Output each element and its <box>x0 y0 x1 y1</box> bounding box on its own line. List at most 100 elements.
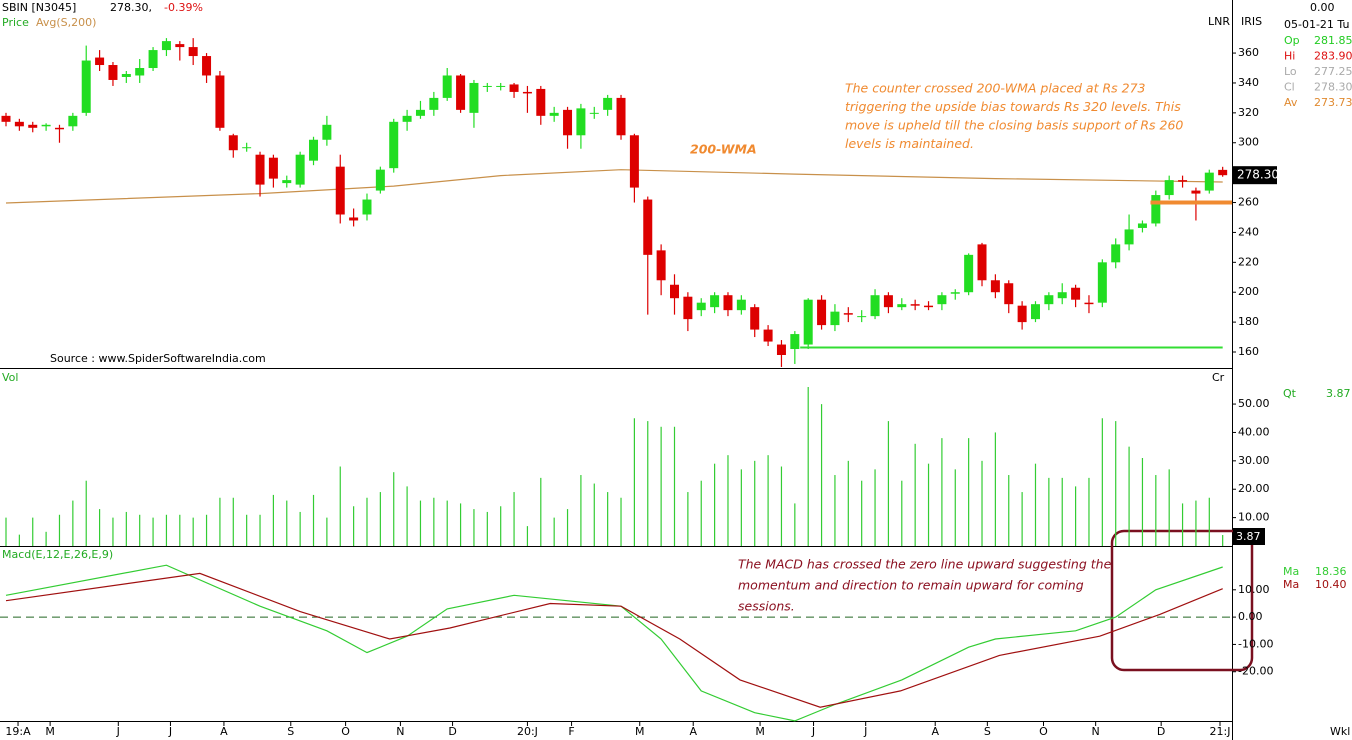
y-tick-label: 0.00 <box>1238 610 1263 623</box>
x-tick-label: J <box>168 725 172 738</box>
candle-body <box>68 115 78 127</box>
y-tick-label: 220 <box>1238 255 1259 268</box>
candle-body <box>536 88 546 116</box>
candle-body <box>910 304 920 306</box>
candle-body <box>362 199 372 215</box>
candle-body <box>790 334 800 350</box>
y-tick-label: 320 <box>1238 106 1259 119</box>
ohlc-label: Op <box>1284 34 1300 47</box>
x-tick-label: J <box>116 725 120 738</box>
candle-body <box>629 135 639 188</box>
value-tag: 3.87 <box>1236 530 1261 543</box>
candle-body <box>309 139 319 161</box>
candle-body <box>603 97 613 110</box>
x-tick-label: 20:J <box>517 725 538 738</box>
candle-body <box>1057 292 1067 299</box>
change: -0.39% <box>164 1 203 14</box>
candle-body <box>1151 195 1161 224</box>
candle-body <box>776 344 786 355</box>
x-tick-label: M <box>755 725 765 738</box>
candle-body <box>950 292 960 294</box>
candle-body <box>522 91 532 94</box>
candle-body <box>135 68 145 76</box>
candle-body <box>161 41 171 51</box>
ohlc-label: Lo <box>1284 65 1297 78</box>
ohlc-value: 278.30 <box>1314 81 1352 94</box>
source: Source : www.SpiderSoftwareIndia.com <box>50 352 266 365</box>
candle-body <box>242 147 252 149</box>
candle-body <box>736 299 746 311</box>
x-tick-label: J <box>811 725 815 738</box>
y-tick-label: 240 <box>1238 225 1259 238</box>
legend-value: 18.36 <box>1315 565 1347 578</box>
candle-body <box>442 75 452 98</box>
y-tick-label: 10.00 <box>1238 583 1270 596</box>
candle-body <box>415 109 425 116</box>
candle-body <box>883 295 893 308</box>
unit-label: Cr <box>1212 371 1225 384</box>
candle-body <box>723 295 733 311</box>
y-tick-label: 40.00 <box>1238 425 1270 438</box>
candle-body <box>1164 180 1174 196</box>
candle-body <box>616 97 626 136</box>
candle-body <box>469 82 479 113</box>
candle-body <box>817 299 827 326</box>
candle-body <box>1111 244 1121 263</box>
ohlc-label: Av <box>1284 96 1298 109</box>
y-tick-label: 300 <box>1238 136 1259 149</box>
x-tick-label: S <box>984 725 991 738</box>
candle-body <box>656 250 666 281</box>
candle-body <box>1204 172 1214 191</box>
y-tick-label: 30.00 <box>1238 454 1270 467</box>
ohlc-value: 283.90 <box>1314 50 1352 63</box>
candle-body <box>696 302 706 311</box>
candle-body <box>670 284 679 299</box>
candle-body <box>1044 295 1054 305</box>
x-tick-label: 19:A <box>5 725 31 738</box>
x-tick-label: A <box>931 725 939 738</box>
candle-body <box>482 85 492 87</box>
quote: 278.30, <box>110 1 152 14</box>
candle-body <box>429 97 439 110</box>
macd-line <box>5 564 1223 722</box>
annotation: The counter crossed 200-WMA placed at Rs… <box>845 81 1146 96</box>
candle-body <box>41 124 51 127</box>
moving-average <box>5 169 1223 204</box>
candle-body <box>803 299 813 345</box>
x-tick-label: S <box>287 725 294 738</box>
price-label: Price <box>2 16 29 29</box>
candle-body <box>496 85 506 87</box>
candle-body <box>108 65 118 80</box>
y-tick-label: 360 <box>1238 46 1259 59</box>
x-tick-label: N <box>396 725 404 738</box>
candle-body <box>95 57 105 66</box>
x-tick-label: J <box>863 725 867 738</box>
candle-body <box>897 304 907 308</box>
price-tag: 278.30 <box>1237 168 1279 182</box>
candle-body <box>228 135 238 151</box>
legend-name: Ma <box>1283 578 1299 591</box>
candle-body <box>763 329 773 342</box>
y-tick-label: -20.00 <box>1238 665 1273 678</box>
candle-body <box>389 121 399 169</box>
candle-body <box>750 307 760 330</box>
x-tick-label: M <box>635 725 645 738</box>
y-tick-label: 200 <box>1238 285 1259 298</box>
candle-body <box>81 60 91 113</box>
candle-body <box>282 180 292 184</box>
x-tick-label: A <box>220 725 228 738</box>
x-tick-label: O <box>1039 725 1048 738</box>
legend-value: 10.40 <box>1315 578 1347 591</box>
candle-body <box>990 280 1000 293</box>
annotation: momentum and direction to remain upward … <box>738 578 1084 593</box>
ma-legend: Avg(S,200) <box>36 16 96 29</box>
candle-body <box>589 112 599 114</box>
candle-body <box>215 75 225 128</box>
candle-body <box>1218 169 1228 176</box>
x-tick-label: O <box>341 725 350 738</box>
annotation: move is upheld till the closing basis su… <box>845 118 1183 133</box>
candle-body <box>710 295 720 308</box>
y-tick-label: 160 <box>1238 345 1259 358</box>
panel-title: Macd(E,12,E,26,E,9) <box>2 548 113 561</box>
candle-body <box>402 115 412 122</box>
